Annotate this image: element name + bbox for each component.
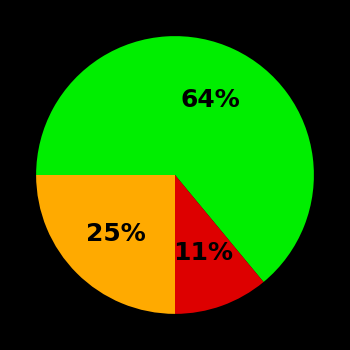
Wedge shape (36, 36, 314, 282)
Text: 11%: 11% (173, 241, 233, 265)
Text: 64%: 64% (181, 88, 240, 112)
Text: 25%: 25% (86, 222, 146, 246)
Wedge shape (36, 175, 175, 314)
Wedge shape (175, 175, 264, 314)
